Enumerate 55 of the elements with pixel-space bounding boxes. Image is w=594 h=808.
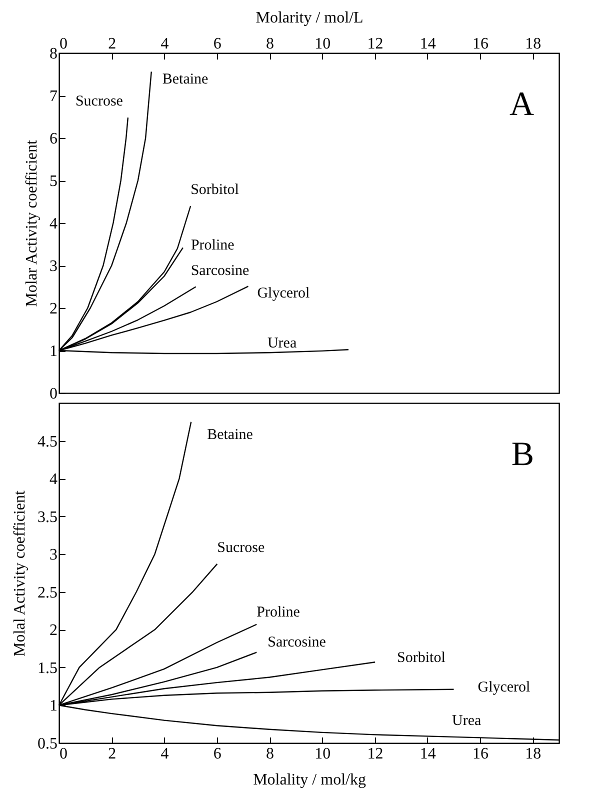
x-tick-label: 14 bbox=[420, 746, 436, 762]
y-tick-label: 1 bbox=[50, 343, 58, 360]
y-tick-label: 2 bbox=[50, 300, 58, 318]
series-label: Betaine bbox=[162, 72, 209, 88]
series-label: Betaine bbox=[207, 426, 254, 443]
y-tick-label: 3 bbox=[50, 258, 58, 275]
y-tick-label: 4 bbox=[50, 216, 58, 232]
series-label: Sorbitol bbox=[397, 650, 446, 666]
y-tick-label: 2.5 bbox=[38, 584, 58, 602]
y-tick-label: 5 bbox=[50, 173, 58, 190]
x-tick-label: 2 bbox=[108, 36, 116, 52]
y-tick-label: 2 bbox=[50, 622, 58, 640]
series-label: Proline bbox=[190, 238, 235, 254]
x-tick-label: 18 bbox=[525, 36, 542, 52]
annotation: A bbox=[509, 86, 534, 123]
x-tick-label: 8 bbox=[266, 746, 274, 762]
x-tick-label: 4 bbox=[160, 36, 169, 52]
x-tick-label: 16 bbox=[472, 746, 489, 762]
x-tick-label: 12 bbox=[367, 36, 384, 52]
x-tick-label: 18 bbox=[525, 746, 542, 762]
series-label: Sarcosine bbox=[190, 262, 250, 279]
x-tick-label: 10 bbox=[314, 746, 331, 762]
x-tick-label: 16 bbox=[472, 36, 489, 52]
series-label: Sucrose bbox=[75, 94, 124, 110]
annotation: B bbox=[511, 436, 534, 473]
series-label: Glycerol bbox=[478, 679, 530, 696]
series-label: Urea bbox=[452, 712, 482, 729]
series-label: Urea bbox=[267, 336, 297, 352]
y-tick-label: 1 bbox=[50, 698, 58, 715]
x-tick-label: 14 bbox=[420, 36, 436, 52]
series-label: Sucrose bbox=[217, 540, 265, 556]
y-tick-label: 6 bbox=[50, 130, 58, 148]
x-tick-label: 10 bbox=[314, 36, 331, 52]
series-label: Proline bbox=[256, 604, 300, 620]
x-tick-label: 6 bbox=[213, 36, 222, 52]
x-tick-label: 2 bbox=[108, 746, 116, 762]
y-tick-label: 4 bbox=[50, 471, 58, 488]
x-axis-title: Molarity / mol/L bbox=[256, 10, 364, 26]
series-label: Sorbitol bbox=[190, 182, 239, 198]
y-tick-label: 3 bbox=[50, 546, 58, 564]
y-axis-title: Molar Activity coefficient bbox=[24, 140, 40, 307]
y-tick-label: 3.5 bbox=[38, 508, 58, 526]
series-label: Glycerol bbox=[257, 285, 310, 302]
y-tick-label: 7 bbox=[50, 88, 58, 105]
y-tick-label: 0.5 bbox=[38, 736, 58, 752]
x-tick-label: 4 bbox=[160, 746, 169, 762]
x-tick-label: 12 bbox=[367, 746, 384, 762]
y-tick-label: 4.5 bbox=[38, 433, 58, 450]
y-tick-label: 0 bbox=[50, 386, 58, 402]
x-tick-label: 8 bbox=[266, 36, 274, 52]
series-label: Sarcosine bbox=[268, 634, 326, 650]
x-tick-label: 6 bbox=[213, 746, 222, 762]
y-tick-label: 1.5 bbox=[38, 660, 58, 677]
y-axis-title: Molal Activity coefficient bbox=[12, 490, 28, 656]
x-axis-title: Molality / mol/kg bbox=[253, 772, 366, 788]
